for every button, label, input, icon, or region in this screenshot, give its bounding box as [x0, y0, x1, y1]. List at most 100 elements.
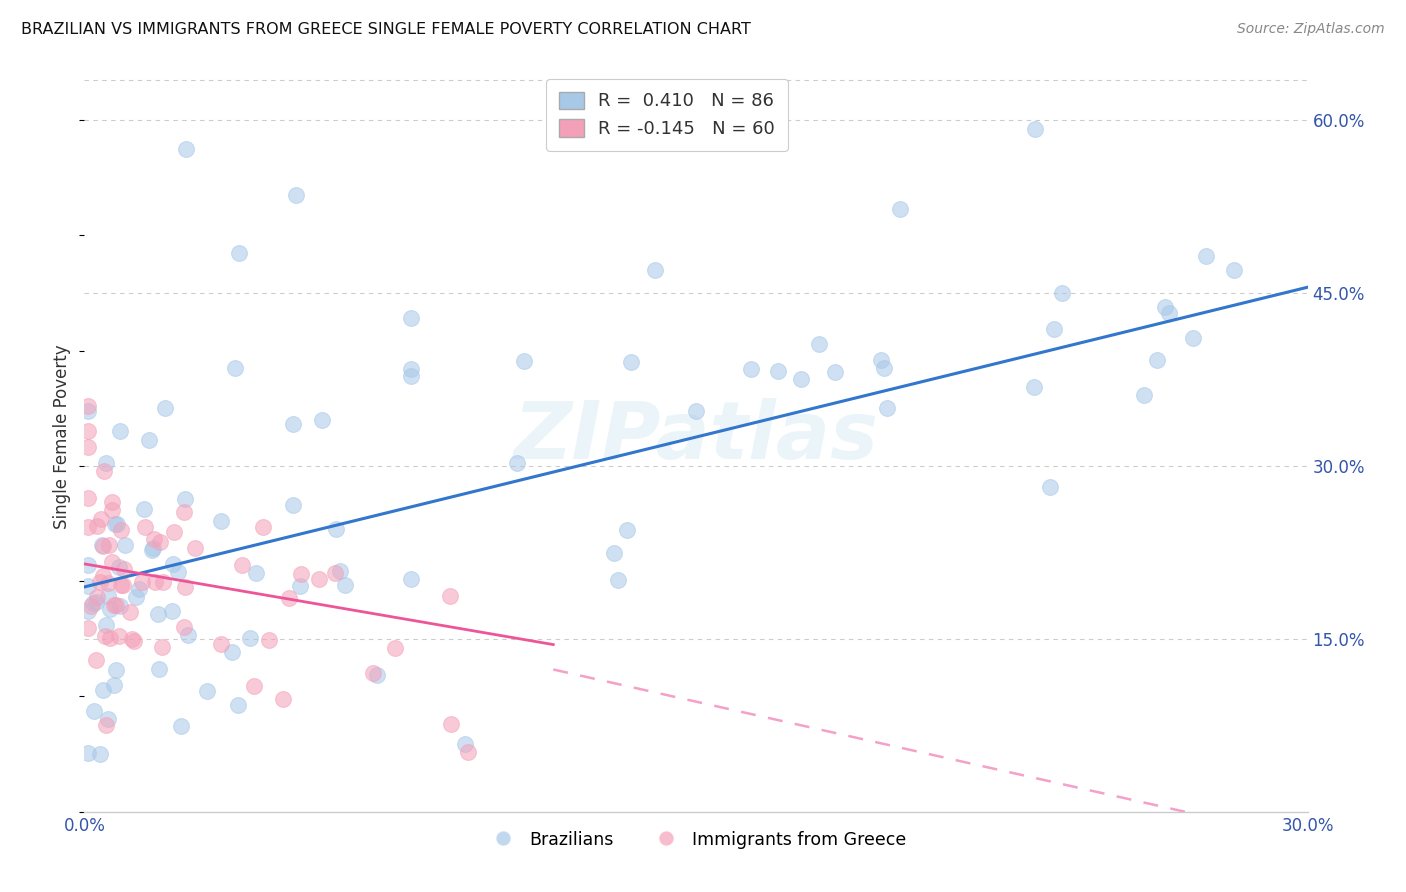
- Point: [163, 524, 186, 539]
- Point: [281, 417, 304, 431]
- Point: [86, 653, 108, 667]
- Point: [110, 524, 132, 538]
- Point: [399, 311, 422, 326]
- Point: [166, 565, 188, 579]
- Point: [94, 630, 117, 644]
- Point: [128, 582, 150, 596]
- Point: [89, 747, 111, 762]
- Point: [1146, 352, 1168, 367]
- Point: [1154, 300, 1177, 314]
- Y-axis label: Single Female Poverty: Single Female Poverty: [53, 345, 72, 529]
- Point: [607, 573, 630, 587]
- Point: [149, 534, 172, 549]
- Point: [889, 202, 911, 216]
- Point: [177, 627, 200, 641]
- Point: [325, 522, 347, 536]
- Point: [1182, 331, 1205, 345]
- Point: [174, 492, 197, 507]
- Point: [228, 698, 250, 713]
- Point: [97, 538, 120, 552]
- Point: [108, 629, 131, 643]
- Point: [273, 692, 295, 706]
- Point: [103, 598, 125, 612]
- Point: [290, 566, 312, 581]
- Point: [94, 456, 117, 470]
- Point: [152, 575, 174, 590]
- Point: [399, 362, 422, 376]
- Point: [252, 520, 274, 534]
- Text: BRAZILIAN VS IMMIGRANTS FROM GREECE SINGLE FEMALE POVERTY CORRELATION CHART: BRAZILIAN VS IMMIGRANTS FROM GREECE SING…: [21, 22, 751, 37]
- Point: [281, 498, 304, 512]
- Point: [184, 541, 207, 555]
- Point: [86, 591, 108, 605]
- Point: [148, 662, 170, 676]
- Point: [138, 434, 160, 448]
- Point: [740, 361, 762, 376]
- Point: [91, 569, 114, 583]
- Text: ZIPatlas: ZIPatlas: [513, 398, 879, 476]
- Point: [131, 575, 153, 590]
- Point: [112, 562, 135, 576]
- Point: [83, 704, 105, 718]
- Point: [869, 353, 891, 368]
- Point: [170, 719, 193, 733]
- Point: [108, 424, 131, 438]
- Point: [105, 516, 128, 531]
- Point: [111, 578, 134, 592]
- Point: [824, 364, 846, 378]
- Point: [245, 566, 267, 581]
- Point: [98, 631, 121, 645]
- Point: [77, 399, 100, 413]
- Point: [873, 360, 896, 375]
- Point: [209, 514, 232, 528]
- Point: [323, 566, 346, 580]
- Point: [195, 683, 218, 698]
- Point: [454, 737, 477, 751]
- Point: [285, 188, 308, 202]
- Point: [1159, 306, 1181, 320]
- Point: [278, 591, 301, 605]
- Point: [209, 637, 232, 651]
- Point: [98, 602, 121, 616]
- Point: [1024, 121, 1046, 136]
- Point: [173, 505, 195, 519]
- Point: [77, 404, 100, 418]
- Point: [110, 599, 132, 614]
- Point: [1223, 263, 1246, 277]
- Point: [101, 503, 124, 517]
- Point: [97, 575, 120, 590]
- Point: [311, 412, 333, 426]
- Point: [221, 645, 243, 659]
- Point: [603, 546, 626, 560]
- Point: [77, 520, 100, 534]
- Point: [329, 564, 352, 578]
- Point: [143, 532, 166, 546]
- Point: [132, 501, 155, 516]
- Point: [107, 560, 129, 574]
- Point: [399, 368, 422, 383]
- Point: [257, 632, 280, 647]
- Point: [876, 401, 898, 415]
- Point: [86, 519, 108, 533]
- Point: [1195, 249, 1218, 263]
- Point: [141, 543, 163, 558]
- Point: [361, 666, 384, 681]
- Point: [105, 598, 128, 612]
- Point: [808, 337, 831, 351]
- Point: [148, 607, 170, 621]
- Point: [94, 618, 117, 632]
- Point: [82, 596, 104, 610]
- Point: [1050, 286, 1073, 301]
- Point: [228, 245, 250, 260]
- Point: [513, 353, 536, 368]
- Point: [90, 512, 112, 526]
- Point: [118, 605, 141, 619]
- Point: [101, 555, 124, 569]
- Point: [86, 594, 108, 608]
- Point: [242, 679, 264, 693]
- Point: [174, 580, 197, 594]
- Point: [366, 668, 388, 682]
- Point: [100, 494, 122, 508]
- Point: [1133, 388, 1156, 402]
- Point: [335, 577, 357, 591]
